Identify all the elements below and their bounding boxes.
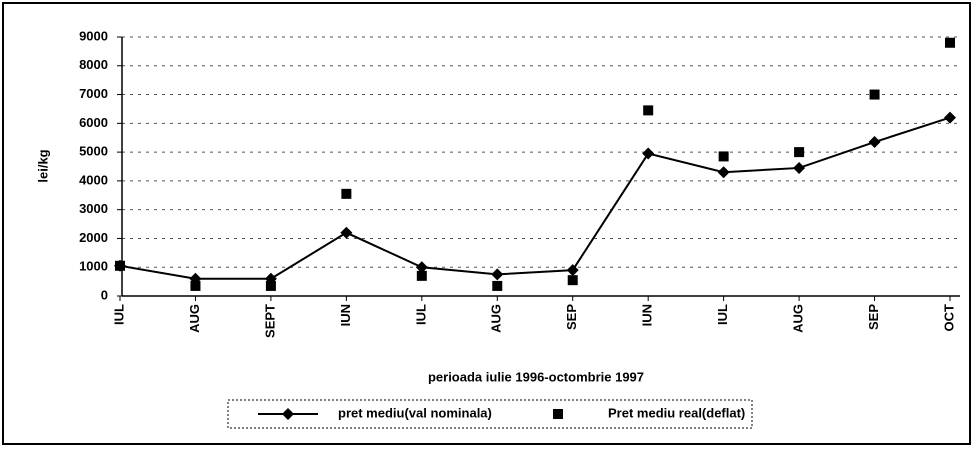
data-point [945, 37, 955, 48]
data-point [944, 111, 956, 124]
y-tick-label: 5000 [79, 144, 108, 159]
x-tick-label: IUN [640, 304, 655, 326]
data-point [491, 268, 504, 281]
data-point [717, 166, 730, 179]
data-point [869, 89, 880, 100]
x-tick-label: SEP [866, 304, 881, 330]
y-tick-label: 4000 [79, 172, 108, 187]
y-tick-label: 1000 [79, 259, 108, 274]
data-point [566, 264, 579, 277]
data-point [718, 151, 729, 162]
data-point [115, 260, 125, 271]
data-point [794, 147, 805, 158]
data-point [341, 188, 352, 199]
legend-box [227, 399, 753, 429]
x-tick-label: OCT [941, 304, 956, 332]
y-tick-label: 3000 [79, 201, 108, 216]
y-axis-label: lei/kg [35, 149, 50, 182]
x-tick-label: IUN [338, 304, 353, 326]
y-tick-label: 6000 [79, 115, 108, 130]
series-line [119, 116, 951, 280]
data-point [793, 161, 806, 174]
y-tick-label: 2000 [79, 230, 108, 245]
x-tick-label: AUG [489, 304, 504, 333]
data-point [567, 275, 578, 286]
legend-marker [553, 409, 563, 419]
y-tick-label: 8000 [79, 57, 108, 72]
data-point [340, 226, 353, 239]
data-point [415, 261, 428, 274]
data-point [642, 147, 655, 160]
x-tick-label: AUG [187, 304, 202, 333]
legend-marker [282, 408, 294, 420]
x-tick-label: IUL [715, 304, 730, 325]
x-tick-label: AUG [791, 304, 806, 333]
x-axis-label: perioada iulie 1996-octombrie 1997 [428, 369, 644, 384]
legend-label: pret mediu(val nominala) [338, 405, 492, 420]
data-point [416, 270, 427, 281]
y-tick-label: 0 [101, 287, 108, 302]
data-point [190, 280, 201, 291]
data-point [868, 136, 881, 149]
y-tick-label: 9000 [79, 28, 108, 43]
x-tick-label: SEPT [262, 304, 277, 338]
data-point [265, 280, 276, 291]
x-tick-label: IUL [413, 304, 428, 325]
data-point [492, 280, 503, 291]
frame [2, 2, 971, 445]
data-point [643, 105, 654, 116]
x-tick-label: IUL [111, 304, 126, 325]
x-tick-label: SEP [564, 304, 579, 330]
y-tick-label: 7000 [79, 86, 108, 101]
legend-label: Pret mediu real(deflat) [608, 405, 745, 420]
